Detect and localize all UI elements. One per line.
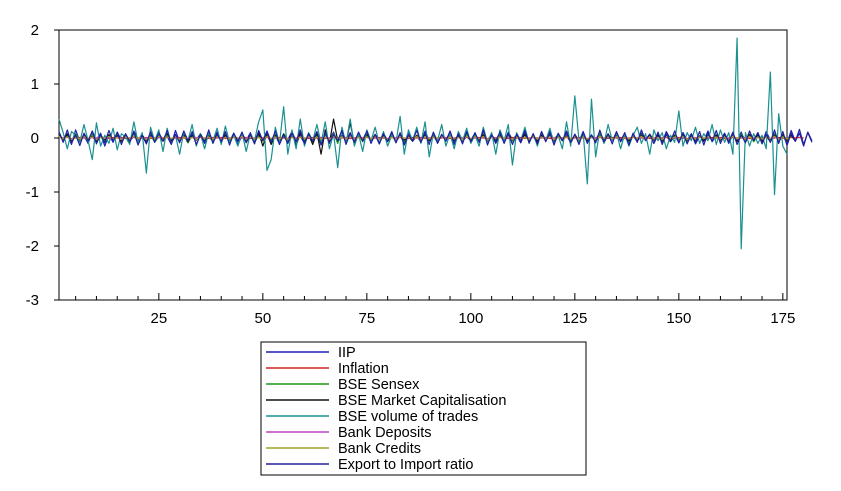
legend-label-bank-deposits: Bank Deposits (338, 425, 432, 441)
x-tick-label: 100 (458, 310, 483, 327)
legend-label-bse-volume-of-trades: BSE volume of trades (338, 409, 478, 425)
legend-label-bse-sensex: BSE Sensex (338, 377, 420, 393)
legend-label-export-to-import-ratio: Export to Import ratio (338, 457, 473, 473)
legend-label-iip: IIP (338, 345, 356, 361)
y-tick-label: 2 (31, 22, 39, 39)
y-tick-label: 1 (31, 76, 39, 93)
legend-label-inflation: Inflation (338, 361, 389, 377)
y-tick-label: -2 (26, 238, 39, 255)
series-line-export-to-import-ratio (58, 128, 813, 147)
x-axis: 25 50 75 100 125 150 175 (75, 293, 795, 327)
series-lines (58, 37, 813, 250)
legend-label-bse-market-capitalisation: BSE Market Capitalisation (338, 393, 506, 409)
y-axis: 2 1 0 -1 -2 -3 (26, 22, 59, 309)
x-tick-label: 175 (770, 310, 795, 327)
y-tick-label: 0 (31, 130, 39, 147)
legend-box (260, 341, 587, 476)
y-tick-label: -1 (26, 184, 39, 201)
plot-frame (58, 29, 788, 301)
series-line-bse-volume-of-trades (58, 37, 788, 250)
x-tick-label: 75 (358, 310, 375, 327)
x-tick-label: 125 (562, 310, 587, 327)
x-tick-label: 150 (666, 310, 691, 327)
y-tick-label: -3 (26, 292, 39, 309)
x-tick-label: 25 (150, 310, 167, 327)
legend-label-bank-credits: Bank Credits (338, 441, 421, 457)
x-tick-label: 50 (254, 310, 271, 327)
